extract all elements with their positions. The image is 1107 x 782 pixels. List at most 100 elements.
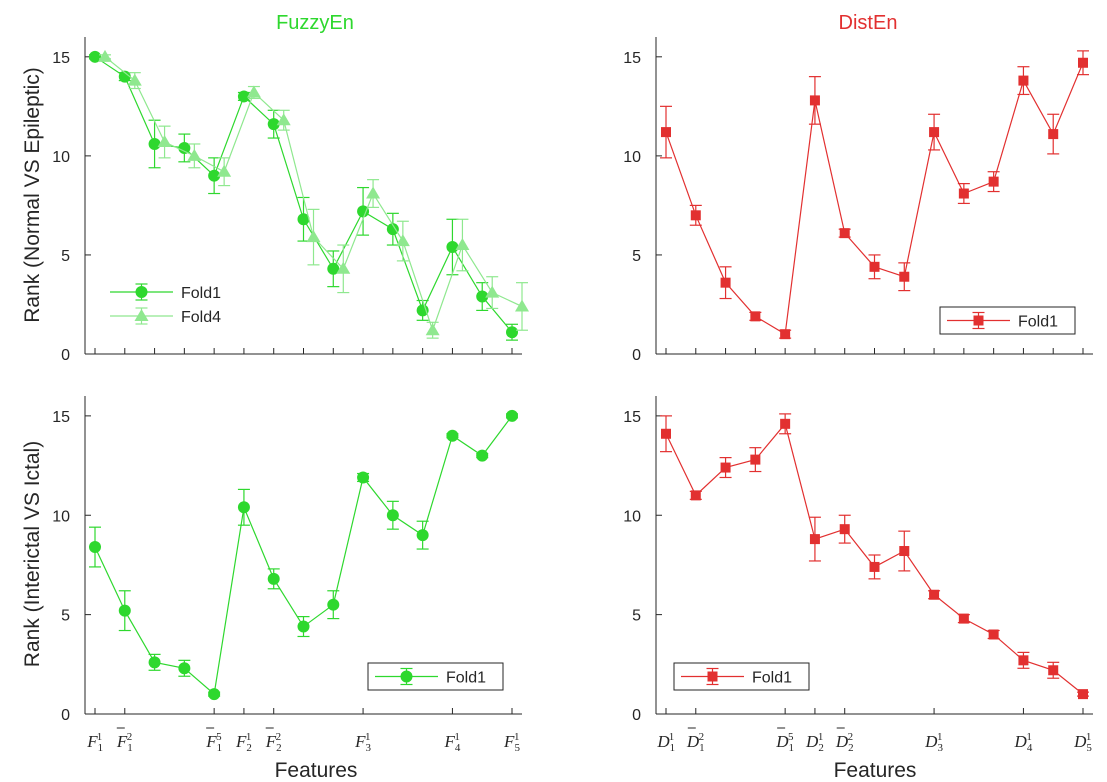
data-point — [809, 95, 820, 106]
data-point — [988, 176, 999, 187]
x-tick-label: D41 — [1014, 731, 1033, 754]
data-point — [929, 127, 940, 138]
data-point — [357, 205, 370, 218]
data-point — [148, 656, 161, 669]
data-point — [1078, 57, 1088, 68]
data-point — [506, 326, 518, 339]
subplot-2: 0 5 10 15 Fold1 — [623, 37, 1093, 364]
data-point — [780, 329, 791, 340]
data-point — [869, 261, 880, 272]
data-point — [661, 127, 671, 138]
data-point — [476, 290, 489, 303]
data-point — [157, 135, 172, 148]
y-tick-label: 15 — [52, 409, 70, 426]
x-tick-label: F22 — [265, 731, 282, 754]
x-tick-label: D12 — [686, 731, 705, 754]
series-line — [104, 56, 523, 333]
x-tick-label: D51 — [1073, 731, 1092, 754]
y-tick-label: 5 — [632, 248, 641, 265]
x-tick-label: D22 — [835, 731, 854, 754]
data-point — [246, 85, 261, 98]
y-tick-label: 0 — [61, 347, 70, 364]
data-point — [217, 164, 232, 177]
series-line — [94, 415, 513, 696]
y-tick-label: 15 — [623, 50, 641, 67]
data-point — [267, 572, 280, 585]
data-point — [118, 70, 131, 83]
y-tick-label: 10 — [52, 149, 70, 166]
data-point — [336, 261, 351, 274]
data-point — [899, 546, 910, 557]
y-tick-label: 15 — [623, 409, 641, 426]
data-point — [357, 471, 370, 484]
data-point — [327, 262, 340, 275]
data-point — [720, 277, 731, 288]
data-point — [958, 188, 969, 199]
y-tick-label: 10 — [52, 508, 70, 525]
data-point — [89, 50, 101, 63]
x-tick-label: F41 — [443, 731, 460, 754]
x-tick-label: F31 — [354, 731, 371, 754]
data-point — [780, 418, 791, 429]
legend-label: Fold1 — [181, 285, 221, 302]
data-point — [386, 223, 399, 236]
xlabel-right: Features — [834, 759, 917, 782]
data-point — [127, 73, 142, 86]
data-point — [237, 90, 250, 103]
data-point — [267, 118, 280, 131]
data-point — [148, 137, 161, 150]
data-point — [988, 629, 999, 640]
x-tick-label: F11 — [86, 731, 102, 754]
ylabel-bottom: Rank (Interictal VS Ictal) — [21, 441, 44, 667]
data-point — [809, 534, 820, 545]
title-disten: DistEn — [839, 12, 898, 34]
data-point — [929, 589, 940, 600]
y-tick-label: 0 — [632, 707, 641, 724]
data-point — [839, 228, 850, 239]
data-point — [506, 409, 518, 422]
data-point — [187, 148, 202, 161]
legend-marker — [400, 670, 413, 683]
legend-marker — [135, 286, 148, 298]
data-point — [1018, 655, 1029, 666]
subplot-1: 0 5 10 15 Fold1 Fold4 — [52, 37, 529, 364]
ylabel-top: Rank (Normal VS Epileptic) — [21, 67, 44, 323]
legend-label: Fold1 — [1018, 314, 1058, 331]
data-point — [178, 141, 191, 154]
x-tick-label: D11 — [656, 731, 674, 754]
data-point — [958, 613, 969, 624]
series-line — [665, 62, 1084, 336]
series-line — [94, 56, 513, 333]
data-point — [1018, 75, 1029, 86]
subplot-3: 0 5 10 15 F11 F12 F15 F21 F22 F31 F41 F51 Fold1 — [52, 396, 522, 754]
x-tick-label: F12 — [116, 731, 133, 754]
title-fuzzyen: FuzzyEn — [276, 12, 354, 34]
data-point — [839, 524, 850, 535]
data-point — [515, 299, 529, 312]
y-tick-label: 15 — [52, 50, 70, 67]
data-point — [416, 529, 429, 542]
data-point — [1048, 129, 1059, 140]
data-point — [869, 561, 880, 572]
x-tick-label: F15 — [205, 731, 222, 754]
legend-marker — [707, 671, 718, 682]
data-point — [720, 462, 731, 473]
data-point — [237, 501, 250, 514]
x-tick-label: D15 — [775, 731, 794, 754]
y-tick-label: 0 — [61, 707, 70, 724]
data-point — [899, 271, 910, 282]
y-tick-label: 10 — [623, 508, 641, 525]
data-point — [446, 429, 459, 442]
data-point — [208, 169, 221, 182]
x-tick-label: D31 — [924, 731, 943, 754]
legend-marker — [973, 315, 984, 326]
data-point — [306, 230, 321, 243]
data-point — [178, 662, 191, 675]
x-tick-label: D21 — [805, 731, 824, 754]
data-point — [208, 688, 221, 701]
y-tick-label: 5 — [61, 608, 70, 625]
y-tick-label: 10 — [623, 149, 641, 166]
y-tick-label: 5 — [632, 608, 641, 625]
data-point — [690, 210, 701, 221]
data-point — [425, 323, 440, 336]
